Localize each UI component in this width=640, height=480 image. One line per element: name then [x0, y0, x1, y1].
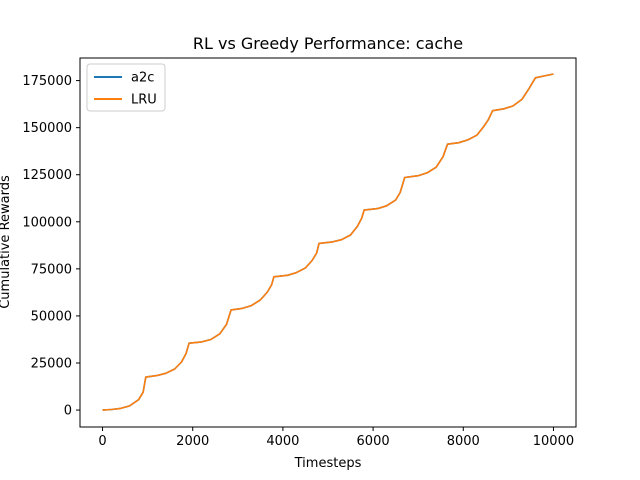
x-axis-ticks: 0 2000 4000 6000 8000 10000	[98, 427, 574, 449]
y-tick-label: 100000	[22, 215, 72, 230]
y-tick-label: 25000	[31, 356, 72, 371]
x-axis-title: Timesteps	[294, 456, 362, 471]
plot-frame	[79, 57, 577, 428]
x-tick-label: 0	[98, 434, 106, 449]
x-tick-label: 10000	[533, 434, 574, 449]
legend: a2c LRU	[86, 63, 166, 112]
y-tick-label: 150000	[22, 121, 72, 136]
y-tick-label: 125000	[22, 168, 72, 183]
x-tick-label: 4000	[266, 434, 299, 449]
series-line-lru	[102, 73, 554, 411]
series-layer	[102, 73, 554, 411]
chart-title: RL vs Greedy Performance: cache	[193, 34, 463, 53]
y-axis-title: Cumulative Rewards	[0, 175, 13, 309]
x-tick-label: 2000	[176, 434, 209, 449]
y-tick-label: 175000	[22, 74, 72, 89]
x-tick-label: 8000	[447, 434, 480, 449]
y-tick-label: 0	[64, 404, 72, 419]
x-tick-label: 6000	[357, 434, 390, 449]
y-axis-ticks: 0 25000 50000 75000 100000 125000 150000 175000	[22, 74, 80, 419]
y-tick-label: 75000	[31, 262, 72, 277]
legend-label-lru: LRU	[131, 93, 157, 108]
legend-label-a2c: a2c	[131, 71, 154, 86]
y-tick-label: 50000	[31, 309, 72, 324]
